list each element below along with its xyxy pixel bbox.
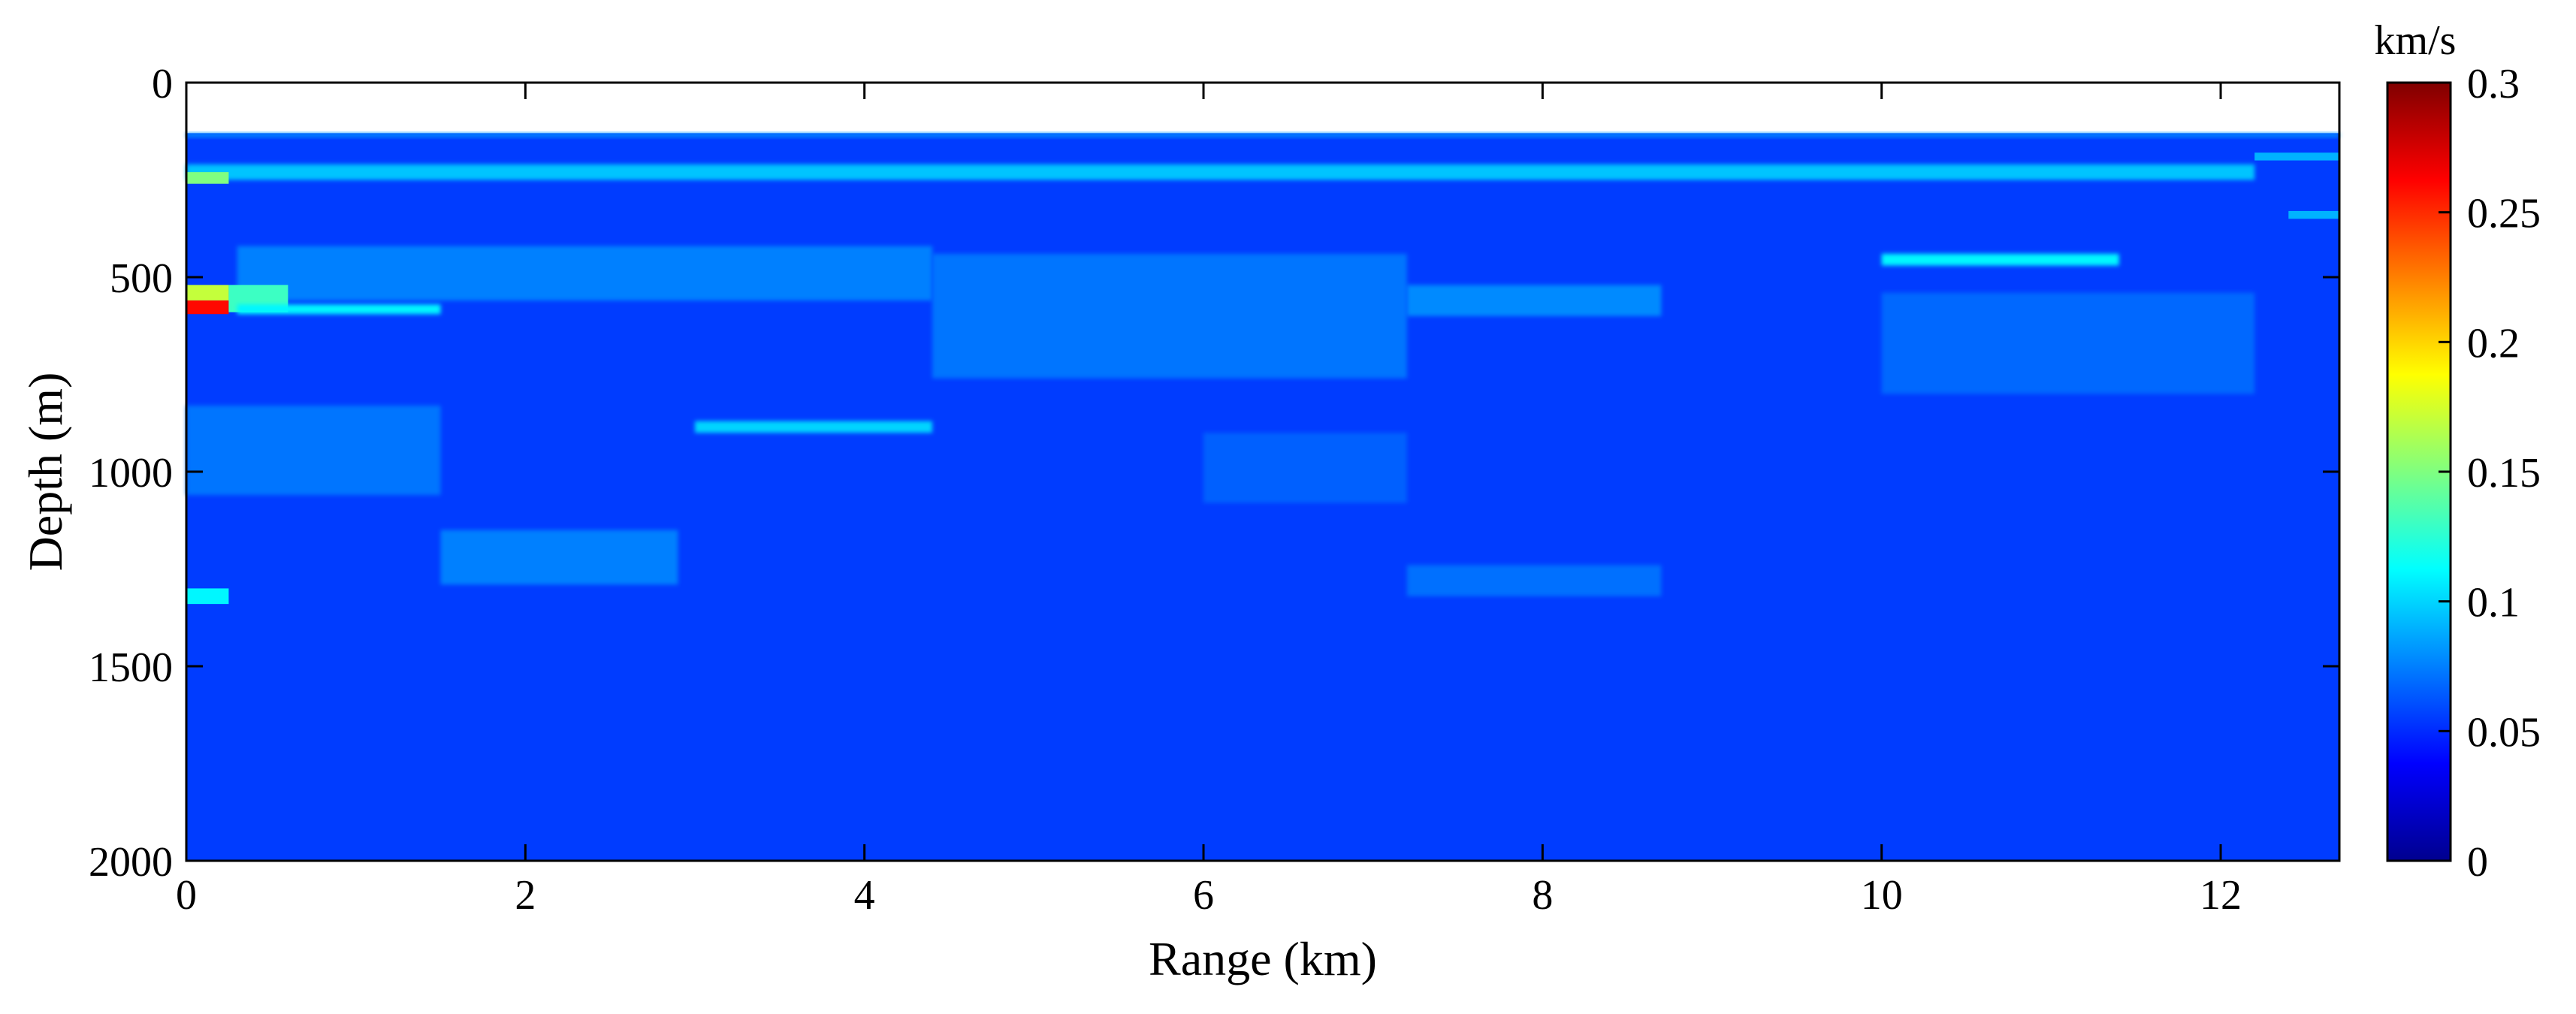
x-axis-title: Range (km): [1149, 932, 1377, 985]
heatmap-cell: [186, 172, 229, 184]
colorbar-tick-label: 0.25: [2467, 191, 2541, 237]
colorbar-tick-label: 0.3: [2467, 61, 2520, 107]
colorbar-tick-label: 0: [2467, 839, 2488, 886]
colorbar-tick-label: 0.05: [2467, 709, 2541, 756]
heatmap-cell: [186, 300, 229, 315]
y-axis-title: Depth (m): [19, 373, 72, 572]
y-tick-label: 0: [152, 61, 173, 107]
heatmap-cell: [186, 285, 229, 301]
heatmap-cell: [1881, 253, 2119, 266]
heatmap-cell: [440, 530, 678, 585]
heatmap-cell: [186, 588, 229, 605]
heatmap-cell: [1406, 285, 1662, 316]
y-tick-label: 1500: [89, 644, 173, 691]
heatmap-cell: [186, 405, 441, 496]
heatmap-cell: [1203, 433, 1407, 503]
heatmap-cell: [1406, 565, 1662, 596]
x-tick-label: 4: [854, 872, 875, 919]
x-tick-label: 0: [176, 872, 197, 919]
x-tick-label: 10: [1861, 872, 1903, 919]
colorbar-ticks: 0 0.05 0.1 0.15 0.2 0.25 0.3: [2439, 61, 2541, 886]
colorbar-tick-label: 0.15: [2467, 450, 2541, 496]
y-tick-label: 1000: [89, 450, 173, 496]
x-tick-label: 12: [2200, 872, 2242, 919]
x-tick-label: 2: [515, 872, 536, 919]
heatmap-cell: [237, 246, 932, 301]
heatmap-cell: [695, 421, 932, 433]
colorbar-tick-label: 0.2: [2467, 320, 2520, 367]
y-tick-label: 2000: [89, 839, 173, 886]
x-tick-label: 6: [1193, 872, 1214, 919]
heatmap-cell: [237, 304, 441, 315]
heatmap-cell: [186, 133, 2339, 137]
heatmap-cell: [932, 253, 1407, 379]
colorbar-unit-label: km/s: [2375, 17, 2457, 64]
heatmap-layer: [186, 133, 2339, 862]
y-tick-label: 500: [110, 255, 173, 302]
heatmap-cell: [2254, 152, 2339, 161]
x-axis-ticks: 0 2 4 6 8 10 12: [176, 83, 2242, 919]
heatmap-cell: [1881, 292, 2255, 394]
heatmap-cell: [186, 164, 2255, 180]
y-axis-ticks: 0 500 1000 1500 2000: [89, 61, 2339, 886]
x-tick-label: 8: [1532, 872, 1553, 919]
colorbar-tick-label: 0.1: [2467, 580, 2520, 626]
heatmap-cell: [2288, 210, 2339, 219]
